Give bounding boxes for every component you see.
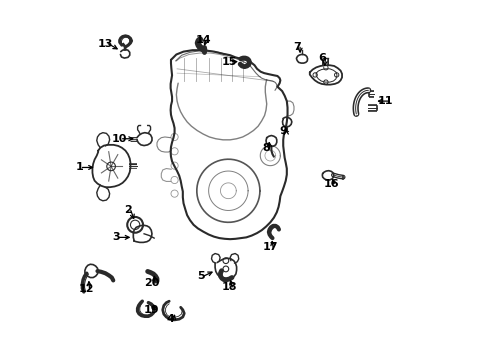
Text: 4: 4 (166, 314, 174, 324)
Text: 8: 8 (263, 143, 270, 153)
Text: 10: 10 (112, 134, 127, 144)
Text: 2: 2 (124, 206, 132, 216)
Text: 19: 19 (144, 305, 160, 315)
Text: 16: 16 (323, 179, 338, 189)
Text: 12: 12 (79, 284, 94, 294)
Text: 5: 5 (197, 271, 204, 281)
Text: 6: 6 (318, 53, 326, 63)
Text: 3: 3 (112, 232, 120, 242)
Text: 18: 18 (221, 282, 237, 292)
Text: 15: 15 (221, 57, 237, 67)
Text: 20: 20 (144, 278, 160, 288)
Text: 17: 17 (262, 242, 278, 252)
Text: 9: 9 (279, 126, 286, 135)
Text: 1: 1 (76, 162, 83, 172)
Text: 7: 7 (293, 42, 301, 52)
Text: 14: 14 (195, 35, 211, 45)
Text: 13: 13 (98, 39, 113, 49)
Text: 11: 11 (377, 96, 392, 106)
